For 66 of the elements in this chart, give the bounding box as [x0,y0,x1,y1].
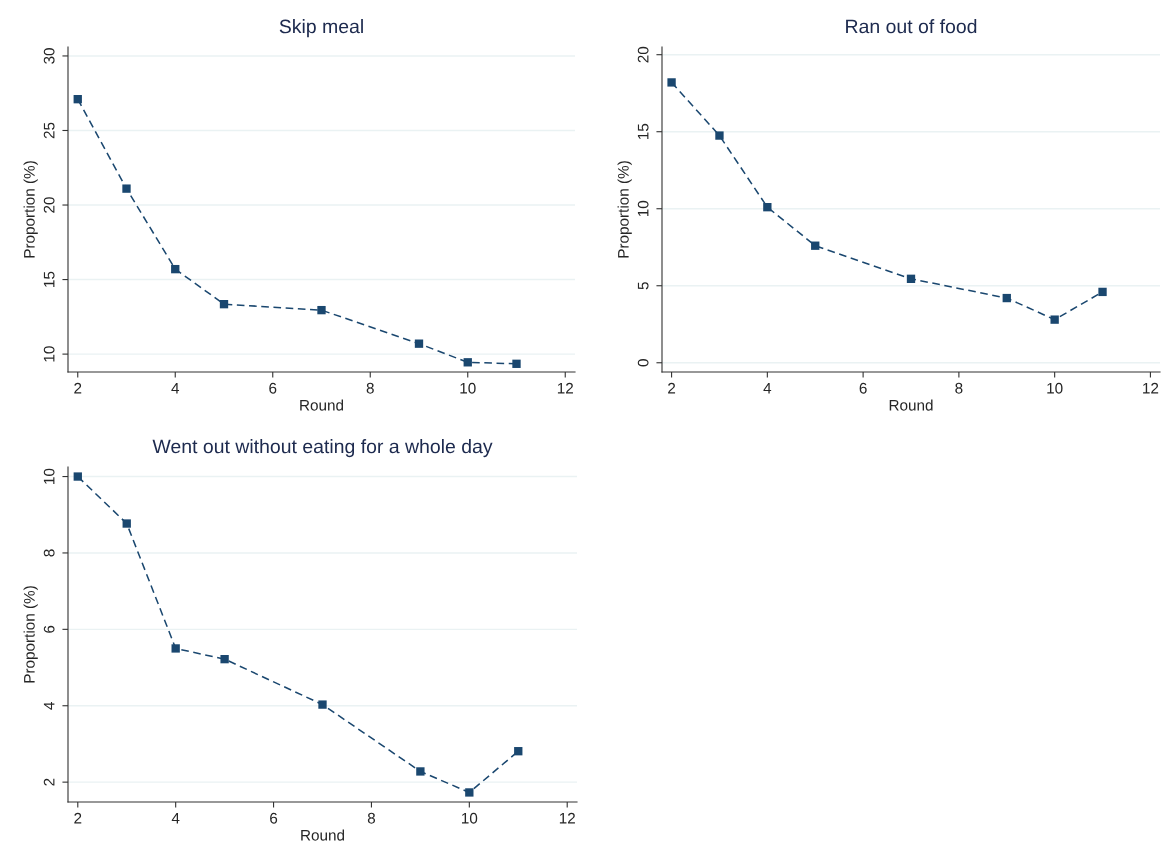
point [811,241,820,250]
y-tick-label: 15 [43,271,55,287]
point [1002,293,1011,303]
point [73,95,82,104]
y-tick-label: 10 [637,200,649,217]
x-tick-label: 2 [668,382,676,394]
x-tick-label: 12 [559,812,575,824]
y-tick-label: 10 [43,468,55,484]
point [122,519,131,528]
x-tick-label: 6 [270,812,278,824]
y-tick-label: 20 [43,197,55,213]
point [1050,315,1059,324]
point [73,472,82,481]
x-tick-label: 8 [366,382,374,394]
point [715,131,724,140]
y-tick-label: 15 [637,123,649,140]
y-tick-label: 8 [43,549,55,557]
point [514,747,523,756]
point [220,654,229,664]
y-axis-title: Proportion (%) [23,586,38,683]
point [171,644,180,653]
point [416,767,425,776]
x-tick-label: 10 [460,382,476,394]
y-tick-label: 0 [637,359,649,367]
x-tick-label: 12 [557,382,573,394]
x-tick-label: 12 [1143,382,1159,394]
y-tick-label: 2 [43,778,55,786]
y-tick-label: 20 [637,46,649,63]
y-axis-title: Proportion (%) [23,161,38,258]
point [465,788,474,797]
x-tick-label: 6 [269,382,277,394]
point [906,274,916,283]
x-axis-title: Round [301,829,345,841]
y-tick-label: 10 [43,346,55,362]
y-tick-label: 4 [43,701,55,710]
y-axis-title: Proportion (%) [617,161,632,258]
x-tick-label: 10 [1047,382,1063,394]
x-axis-title: Round [889,399,933,411]
chart-title: Went out without eating for a whole day [152,439,493,458]
x-tick-label: 4 [763,382,772,394]
x-tick-label: 8 [367,812,376,824]
x-tick-label: 6 [859,382,867,394]
x-tick-label: 8 [955,382,963,394]
point [318,700,327,709]
x-tick-label: 10 [462,812,478,824]
point [122,184,131,193]
point [1098,287,1107,297]
chart-title: Skip meal [279,19,363,38]
point [317,305,326,315]
x-tick-label: 2 [74,812,82,824]
y-tick-label: 5 [637,282,649,290]
x-tick-label: 2 [74,382,82,394]
chart-title: Ran out of food [846,19,977,34]
x-axis-title: Round [300,399,344,411]
x-tick-label: 4 [171,382,180,394]
point [512,359,521,368]
y-tick-label: 25 [43,122,55,139]
point [171,264,180,274]
y-tick-label: 30 [43,48,55,64]
y-tick-label: 6 [43,625,55,633]
point [414,339,424,348]
point [763,203,772,212]
x-tick-label: 4 [171,812,180,824]
point [667,78,676,87]
point [463,358,472,367]
point [219,300,229,309]
